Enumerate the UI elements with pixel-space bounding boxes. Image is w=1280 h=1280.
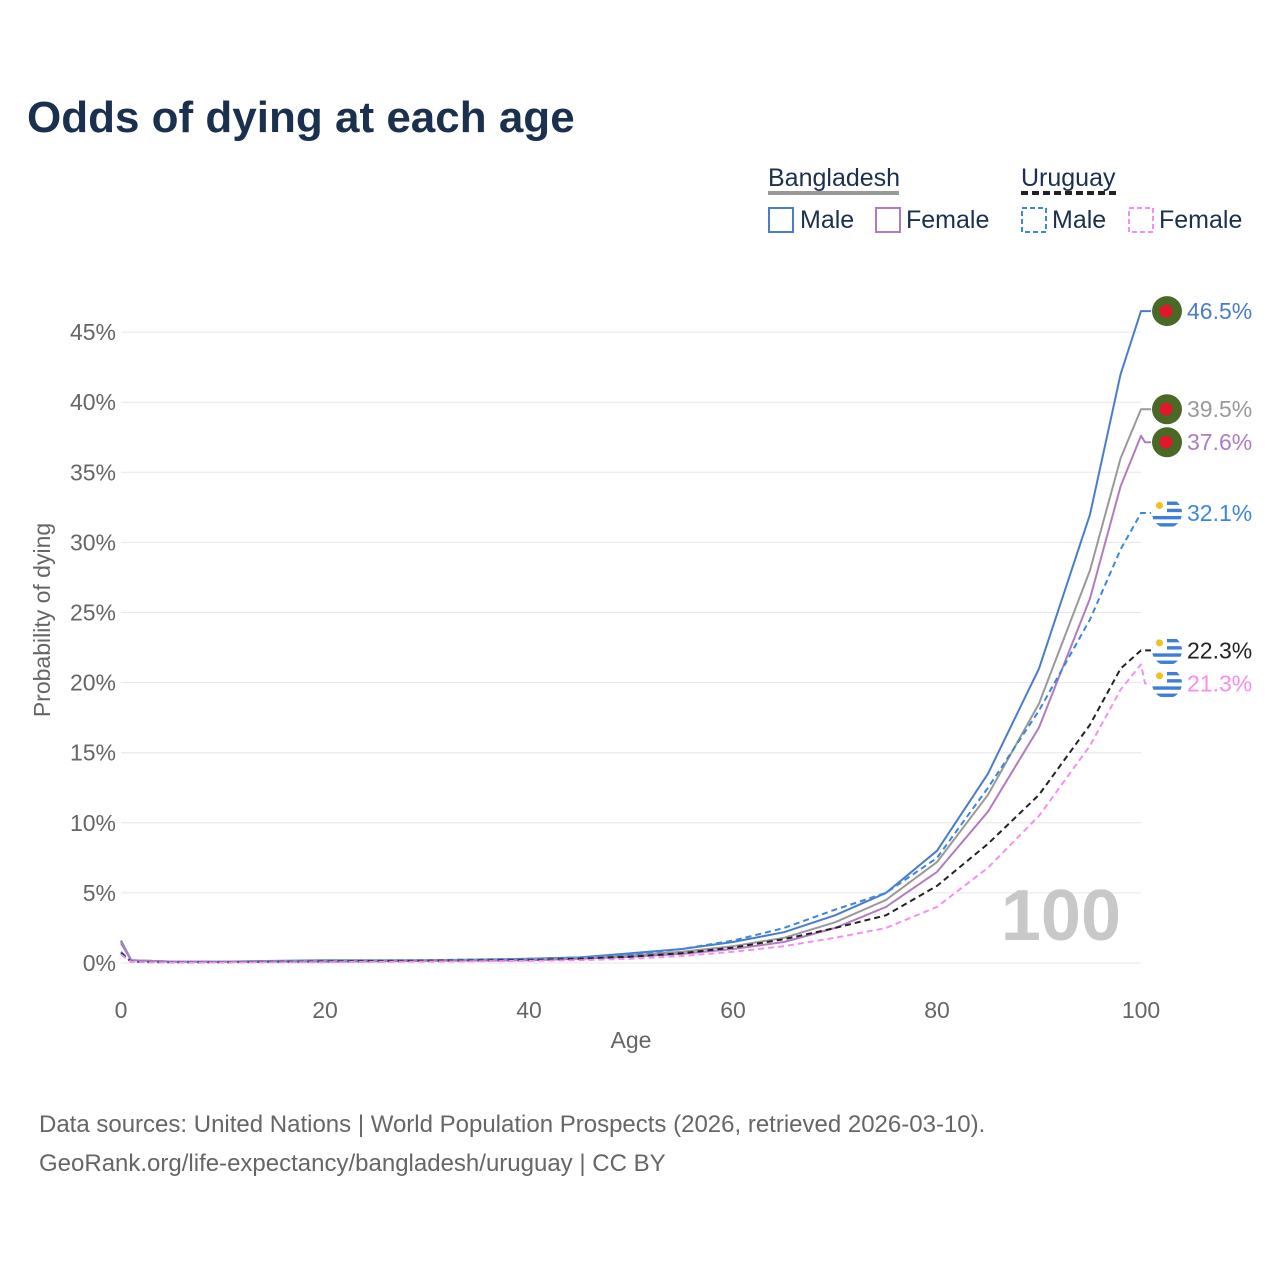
series-line-both-sexes (120, 408, 1151, 963)
source-line-2[interactable]: GeoRank.org/life-expectancy/bangladesh/u… (39, 1150, 666, 1177)
flag-sun (1156, 672, 1163, 680)
flag-disc (1159, 304, 1173, 318)
grid-lines (121, 331, 1141, 964)
x-tick-label: 100 (1122, 997, 1160, 1023)
end-labels: 46.5% 39.5% 37.6% 32.1% 22.3% 21.3% (1152, 296, 1252, 699)
axes: 0% 5% 10% 15% 20% 25% 30% 35% 40% 45% 0 20 40 60 80 100 (70, 319, 1160, 1023)
flag-field (1152, 635, 1182, 666)
flag-sun (1156, 501, 1163, 509)
x-tick-label: 20 (312, 997, 338, 1023)
legend-group-uruguay: Uruguay (1021, 164, 1116, 192)
flag-disc (1159, 435, 1173, 449)
source-line-1: Data sources: United Nations | World Pop… (39, 1111, 985, 1138)
uruguay-flag-icon (1152, 635, 1182, 666)
end-value-label: 39.5% (1187, 396, 1252, 422)
series-lines (120, 310, 1151, 964)
x-tick-label: 40 (516, 997, 542, 1023)
y-tick-label: 30% (70, 529, 116, 555)
series-line-uruguay-female (120, 663, 1151, 964)
end-value-label: 32.1% (1187, 500, 1252, 526)
flag-sun (1156, 639, 1163, 647)
y-tick-label: 25% (70, 600, 116, 626)
year-watermark: 100 (1001, 876, 1121, 956)
y-tick-label: 0% (83, 950, 116, 976)
legend: Bangladesh Male Female Uruguay Male Fema… (768, 164, 1242, 234)
series-line-uruguay-male (120, 512, 1151, 964)
legend-swatch-uruguay-male (1021, 207, 1047, 233)
series-line-bangladesh-male (120, 310, 1151, 963)
x-tick-label: 60 (720, 997, 746, 1023)
end-value-label: 22.3% (1187, 637, 1252, 663)
x-axis-title: Age (611, 1027, 652, 1053)
end-value-label: 21.3% (1187, 670, 1252, 696)
y-tick-label: 45% (70, 319, 116, 345)
x-tick-label: 80 (924, 997, 950, 1023)
y-tick-label: 10% (70, 810, 116, 836)
flag-field (1152, 668, 1182, 699)
flag-disc (1159, 402, 1173, 416)
legend-label-uruguay-male: Male (1052, 206, 1106, 234)
legend-label-bangladesh-male: Male (800, 206, 854, 234)
y-tick-label: 5% (83, 880, 116, 906)
y-tick-label: 20% (70, 670, 116, 696)
bangladesh-flag-icon (1152, 427, 1182, 458)
legend-group-bangladesh: Bangladesh (768, 164, 900, 192)
uruguay-flag-icon (1152, 497, 1182, 528)
legend-swatch-bangladesh-male (768, 207, 794, 233)
end-value-label: 37.6% (1187, 429, 1252, 455)
legend-swatch-bangladesh-female (875, 207, 901, 233)
bangladesh-flag-icon (1152, 296, 1182, 327)
bangladesh-flag-icon (1152, 394, 1182, 425)
flag-field (1152, 497, 1182, 528)
uruguay-flag-icon (1152, 668, 1182, 699)
end-value-label: 46.5% (1187, 298, 1252, 324)
series-line-uruguay-both-sexes (120, 649, 1151, 964)
series-line-bangladesh-female (120, 434, 1151, 963)
y-tick-label: 40% (70, 389, 116, 415)
y-axis-title: Probability of dying (29, 523, 55, 717)
legend-label-bangladesh-female: Female (906, 206, 989, 234)
legend-label-uruguay-female: Female (1159, 206, 1242, 234)
chart-title: Odds of dying at each age (27, 93, 575, 142)
legend-swatch-uruguay-female (1128, 207, 1154, 233)
y-tick-label: 35% (70, 459, 116, 485)
y-tick-label: 15% (70, 740, 116, 766)
x-tick-label: 0 (115, 997, 128, 1023)
